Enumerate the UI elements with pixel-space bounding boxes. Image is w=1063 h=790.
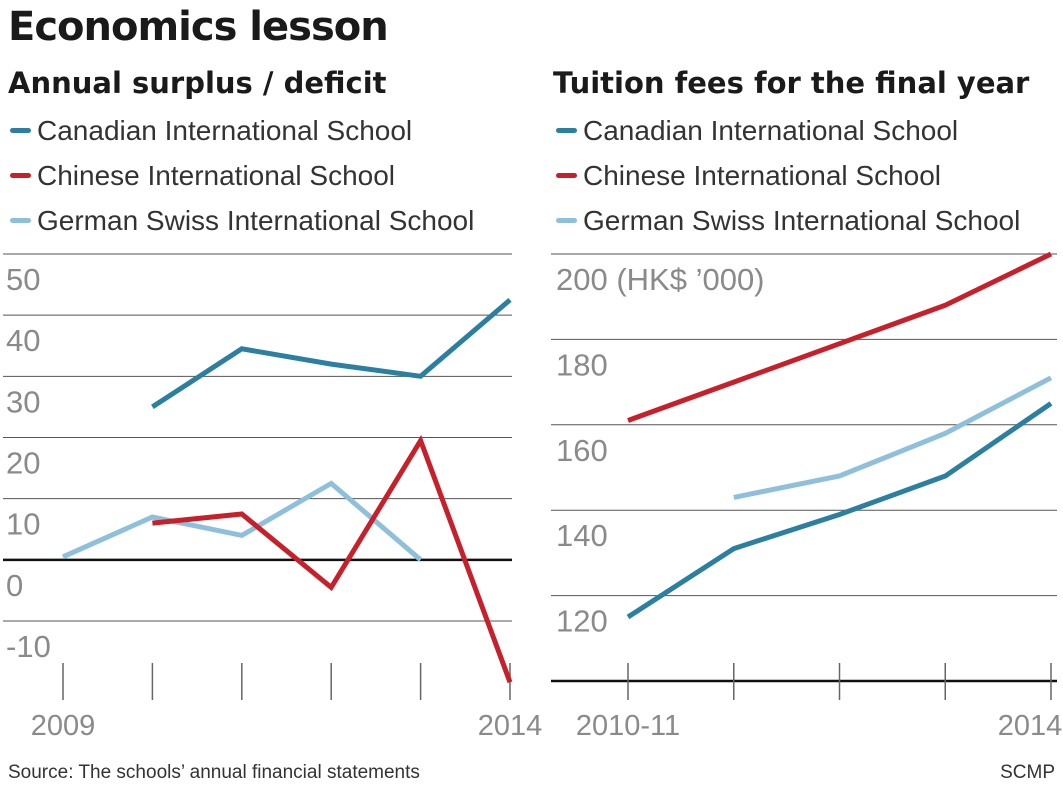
y-tick-label: 20 [6,446,40,481]
y-tick-label: 10 [6,507,40,542]
y-tick-label: 30 [6,384,40,419]
legend-item-canadian: Canadian International School [10,108,474,153]
y-tick-label: 40 [6,323,40,358]
y-tick-label: 50 [6,262,40,297]
legend-swatch [10,173,31,178]
legend-item-canadian: Canadian International School [556,108,1020,153]
y-tick-label: 140 [556,518,608,553]
legend-label: German Swiss International School [37,204,475,236]
page-title: Economics lesson [8,4,389,50]
x-tick-label: 2009 [31,710,96,742]
y-tick-label: 180 [556,347,608,382]
legend-swatch [556,128,577,133]
series-line-chinese-international-school [627,251,1053,423]
legend-item-chinese: Chinese International School [10,153,474,198]
y-tick-label: 200 (HK$ ’000) [556,262,765,297]
legend-swatch [556,173,577,178]
legend-label: Chinese International School [583,159,942,191]
legend-swatch [556,218,577,223]
legend-label: Canadian International School [37,114,413,146]
legend-item-chinese: Chinese International School [556,153,1020,198]
series-line-canadian-international-school [151,297,512,409]
y-tick-label: 160 [556,433,608,468]
x-tick-label: 2010-11 [576,710,680,742]
legend-swatch [10,128,31,133]
left-chart-title: Annual surplus / deficit [8,66,387,100]
legend-item-german-swiss: German Swiss International School [10,198,474,243]
series-line-canadian-international-school [626,401,1053,620]
right-legend: Canadian International School Chinese In… [556,108,1020,243]
left-legend: Canadian International School Chinese In… [10,108,474,243]
y-tick-label: -10 [6,629,51,664]
x-tick-label: 2014-15 [998,710,1063,742]
legend-item-german-swiss: German Swiss International School [556,198,1020,243]
series-line-german-swiss-international-school [733,375,1053,500]
y-tick-label: 120 [556,604,608,639]
right-chart-title: Tuition fees for the final year [553,66,1030,100]
legend-swatch [10,218,31,223]
legend-label: Chinese International School [37,159,396,191]
credit-note: SCMP [1000,762,1055,783]
series-line-german-swiss-international-school [61,480,423,562]
legend-label: German Swiss International School [583,204,1021,236]
y-tick-label: 0 [6,568,23,603]
series-line-chinese-international-school [152,434,513,684]
legend-label: Canadian International School [583,114,959,146]
x-tick-label: 2014 [478,710,543,742]
source-note: Source: The schools’ annual financial st… [8,762,420,783]
